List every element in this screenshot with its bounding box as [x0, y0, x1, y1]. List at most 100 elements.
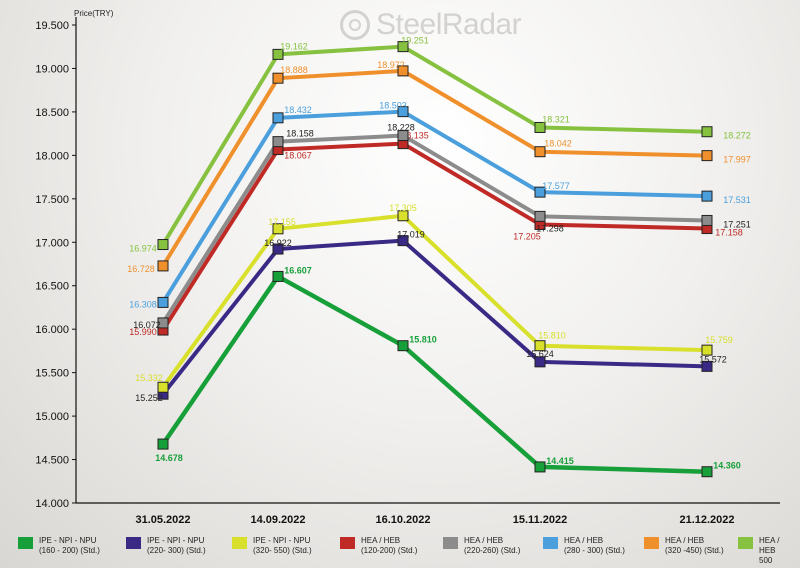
legend-label: IPE - NPI - NPU (320- 550) (Std.) [253, 536, 312, 555]
chart-legend: IPE - NPI - NPU (160 - 200) (Std.) IPE - … [18, 536, 798, 566]
data-label: 16.607 [284, 265, 312, 275]
series-line [161, 44, 708, 246]
data-point [397, 340, 409, 352]
y-tick-label: 14.500 [35, 455, 69, 467]
data-label: 18.067 [284, 151, 312, 161]
y-tick-label: 17.000 [35, 237, 69, 249]
data-point [701, 126, 713, 138]
legend-item: IPE - NPI - NPU (160 - 200) (Std.) [18, 536, 100, 556]
data-point [272, 112, 284, 124]
data-label: 16.974 [129, 244, 157, 254]
legend-swatch [644, 537, 659, 549]
data-label: 18.272 [723, 131, 751, 141]
data-label: 18.503 [379, 101, 407, 111]
data-label: 17.158 [715, 228, 743, 238]
data-point [701, 466, 713, 478]
data-label: 15.990 [129, 327, 157, 337]
data-label: 18.972 [377, 60, 405, 70]
data-label: 17.577 [542, 181, 570, 191]
data-point [701, 190, 713, 202]
legend-label: HEA / HEB (220-260) (Std.) [464, 536, 521, 555]
data-point [397, 41, 409, 53]
legend-label: HEA / HEB (320 -450) (Std.) [665, 536, 724, 555]
data-point [272, 136, 284, 148]
data-point [397, 65, 409, 77]
data-label: 15.572 [699, 354, 727, 364]
legend-item: HEA / HEB (120-200) (Std.) [340, 536, 417, 556]
data-label: 16.728 [127, 264, 155, 274]
y-tick-label: 19.000 [35, 63, 69, 75]
data-point [701, 214, 713, 226]
data-point [701, 150, 713, 162]
data-point [157, 381, 169, 393]
x-tick-label: 21.12.2022 [679, 514, 734, 526]
data-label: 19.251 [401, 36, 429, 46]
data-label: 15.332 [135, 373, 163, 383]
data-point [534, 210, 546, 222]
legend-swatch [232, 537, 247, 549]
legend-swatch [126, 537, 141, 549]
data-label: 18.321 [542, 114, 570, 124]
data-point [534, 146, 546, 158]
legend-item: HEA / HEB (220-260) (Std.) [443, 536, 520, 556]
data-label: 15.252 [135, 393, 163, 403]
x-tick-label: 16.10.2022 [375, 514, 430, 526]
data-label: 18.135 [401, 131, 429, 141]
data-point [272, 72, 284, 84]
y-tick-label: 18.000 [35, 150, 69, 162]
data-label: 18.158 [286, 129, 314, 139]
data-point [397, 106, 409, 118]
data-point [397, 235, 409, 247]
data-label: 17.205 [513, 231, 541, 241]
data-point [534, 186, 546, 198]
data-label: 14.415 [546, 456, 574, 466]
data-label: 17.019 [397, 230, 425, 240]
data-label: 15.624 [526, 349, 554, 359]
data-point [701, 360, 713, 372]
y-tick-label: 16.500 [35, 281, 69, 293]
data-point [157, 438, 169, 450]
data-point [534, 340, 546, 352]
legend-item: HEA / HEB (320 -450) (Std.) [644, 536, 724, 556]
data-label: 17.251 [723, 219, 751, 229]
y-tick-label: 15.000 [35, 411, 69, 423]
brand-watermark-text: SteelRadar [376, 8, 522, 41]
legend-label: HEA / HEB (120-200) (Std.) [361, 536, 418, 555]
x-tick-label: 14.09.2022 [250, 514, 305, 526]
data-point [534, 356, 546, 368]
data-label: 19.162 [280, 41, 308, 51]
data-label: 14.360 [713, 461, 741, 471]
data-point [272, 48, 284, 60]
data-point [397, 210, 409, 222]
data-label: 18.228 [387, 123, 415, 133]
data-label: 14.678 [155, 453, 183, 463]
data-label: 18.042 [544, 139, 572, 149]
data-point [272, 223, 284, 235]
data-label: 16.072 [133, 320, 161, 330]
data-point [397, 130, 409, 142]
data-label: 15.810 [409, 335, 437, 345]
radar-logo-icon [340, 10, 370, 40]
legend-label: IPE - NPI - NPU (220- 300) (Std.) [147, 536, 206, 555]
legend-label: HEA / HEB 500 [759, 536, 780, 565]
data-label: 18.888 [280, 65, 308, 75]
legend-swatch [738, 537, 753, 549]
legend-swatch [543, 537, 558, 549]
legend-swatch [18, 537, 33, 549]
data-label: 17.298 [536, 223, 564, 233]
series-line [161, 274, 708, 474]
x-tick-label: 31.05.2022 [135, 514, 190, 526]
legend-swatch [443, 537, 458, 549]
data-point [534, 461, 546, 473]
y-tick-label: 14.000 [35, 498, 69, 510]
legend-swatch [340, 537, 355, 549]
data-label: 17.155 [268, 217, 296, 227]
data-label: 15.759 [705, 335, 733, 345]
legend-item: IPE - NPI - NPU (320- 550) (Std.) [232, 536, 312, 556]
data-label: 16.922 [264, 238, 292, 248]
legend-label: HEA / HEB (280 - 300) (Std.) [564, 536, 625, 555]
data-label: 16.308 [129, 299, 157, 309]
y-tick-label: 15.500 [35, 368, 69, 380]
y-tick-label: 17.500 [35, 194, 69, 206]
